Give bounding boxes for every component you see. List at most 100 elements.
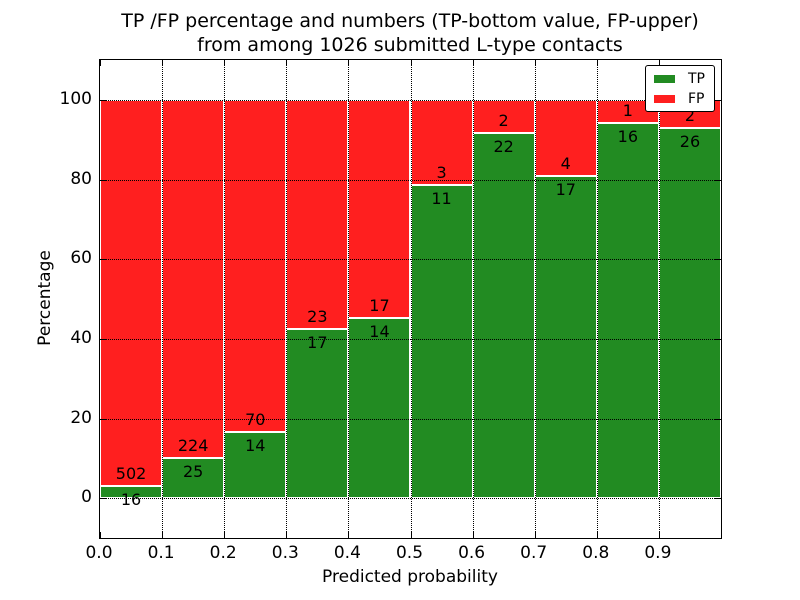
tp-count-label: 17 — [307, 332, 328, 352]
x-tick-mark-top — [596, 60, 598, 66]
x-gridline — [534, 60, 536, 538]
plot-area: 502 16 224 25 70 14 23 17 17 14 3 11 2 22 4 17 1 16 2 26 — [99, 59, 722, 539]
tp-swatch-icon — [654, 74, 675, 83]
fp-count-label: 2 — [498, 111, 509, 131]
fp-count-label: 70 — [245, 409, 266, 429]
y-tick-mark-left — [100, 99, 106, 101]
x-tick-mark-top — [534, 60, 536, 66]
chart-title: TP /FP percentage and numbers (TP-bottom… — [121, 9, 699, 57]
x-tick-label: 0.7 — [520, 543, 548, 563]
y-tick-mark-right — [715, 418, 721, 420]
legend-entry-tp: TP — [654, 71, 706, 87]
x-gridline — [658, 60, 660, 538]
chart-title-line2: from among 1026 submitted L-type contact… — [197, 34, 623, 56]
y-tick-label: 80 — [70, 168, 92, 189]
x-gridline — [596, 60, 598, 538]
legend-label: FP — [688, 90, 705, 107]
fp-count-label: 1 — [622, 101, 633, 121]
x-tick-mark-bottom — [100, 532, 101, 538]
y-tick-mark-left — [100, 498, 106, 500]
bar-tp-segment — [162, 458, 225, 499]
x-tick-label: 0.3 — [271, 543, 299, 563]
y-tick-mark-right — [715, 99, 721, 101]
fp-count-label: 3 — [436, 163, 447, 183]
tp-count-label: 14 — [245, 435, 266, 455]
chart-title-line1: TP /FP percentage and numbers (TP-bottom… — [121, 10, 699, 32]
x-tick-label: 0.8 — [582, 543, 610, 563]
bar-fp-segment — [100, 99, 163, 486]
bar-fp-segment — [162, 99, 225, 459]
x-gridline — [410, 60, 412, 538]
tp-count-label: 25 — [182, 462, 204, 482]
x-tick-label: 0.1 — [147, 543, 175, 563]
fp-count-label: 224 — [177, 436, 209, 456]
y-tick-label: 0 — [81, 487, 92, 508]
x-gridline — [472, 60, 474, 538]
x-tick-mark-top — [348, 60, 350, 66]
bar-fp-segment — [286, 99, 349, 329]
y-tick-label: 20 — [70, 407, 92, 428]
tp-count-label: 22 — [493, 137, 514, 157]
bar-fp-segment — [348, 99, 411, 319]
fp-count-label: 502 — [115, 463, 147, 483]
tp-count-label: 11 — [431, 189, 452, 209]
x-gridline — [224, 60, 226, 538]
x-tick-mark-top — [100, 60, 101, 66]
y-tick-mark-right — [715, 259, 721, 261]
x-tick-label: 0.2 — [209, 543, 237, 563]
tp-count-label: 14 — [369, 322, 390, 342]
bar-tp-segment — [348, 318, 411, 499]
bar-tp-segment — [472, 133, 535, 499]
legend-label: TP — [688, 70, 705, 87]
x-tick-mark-bottom — [534, 532, 536, 538]
fp-count-label: 17 — [369, 296, 390, 316]
x-tick-mark-bottom — [348, 532, 350, 538]
tp-count-label: 17 — [555, 179, 576, 199]
bar-tp-segment — [534, 175, 597, 499]
x-tick-mark-bottom — [658, 532, 660, 538]
x-tick-mark-bottom — [410, 532, 412, 538]
x-gridline — [348, 60, 350, 538]
bar-tp-segment — [658, 128, 721, 499]
bar-tp-segment — [286, 328, 349, 499]
y-tick-mark-right — [715, 338, 721, 340]
x-tick-label: 0.5 — [395, 543, 424, 563]
x-tick-label: 0.9 — [644, 543, 672, 563]
bar-tp-segment — [596, 123, 659, 499]
fp-swatch-icon — [654, 94, 675, 103]
x-gridline — [162, 60, 164, 538]
x-tick-mark-top — [410, 60, 412, 66]
bar-tp-segment — [100, 485, 163, 499]
y-tick-mark-left — [100, 418, 106, 420]
x-tick-mark-top — [658, 60, 660, 66]
x-tick-mark-top — [472, 60, 474, 66]
y-tick-mark-right — [715, 179, 721, 181]
x-gridline — [286, 60, 288, 538]
y-tick-mark-left — [100, 179, 106, 181]
tp-count-label: 16 — [120, 489, 142, 509]
bar-fp-segment — [224, 99, 287, 432]
bar-tp-segment — [410, 185, 473, 499]
y-tick-mark-right — [715, 498, 721, 500]
x-tick-label: 0.6 — [458, 543, 486, 563]
x-tick-label: 0.0 — [85, 543, 113, 563]
legend-entry-fp: FP — [654, 91, 706, 107]
x-tick-mark-top — [224, 60, 226, 66]
x-tick-mark-bottom — [286, 532, 288, 538]
tp-count-label: 26 — [679, 132, 701, 152]
tp-count-label: 16 — [617, 127, 639, 147]
fp-count-label: 2 — [684, 106, 696, 126]
x-tick-label: 0.4 — [333, 543, 361, 563]
x-tick-mark-bottom — [162, 532, 164, 538]
x-tick-mark-top — [162, 60, 164, 66]
x-tick-mark-bottom — [472, 532, 474, 538]
legend: TP FP — [645, 65, 715, 112]
y-tick-label: 100 — [59, 88, 92, 109]
y-tick-label: 60 — [70, 248, 92, 269]
x-tick-mark-bottom — [224, 532, 226, 538]
x-axis-label: Predicted probability — [322, 567, 498, 587]
y-tick-mark-left — [100, 338, 106, 340]
x-tick-mark-top — [286, 60, 288, 66]
fp-count-label: 4 — [560, 153, 571, 173]
